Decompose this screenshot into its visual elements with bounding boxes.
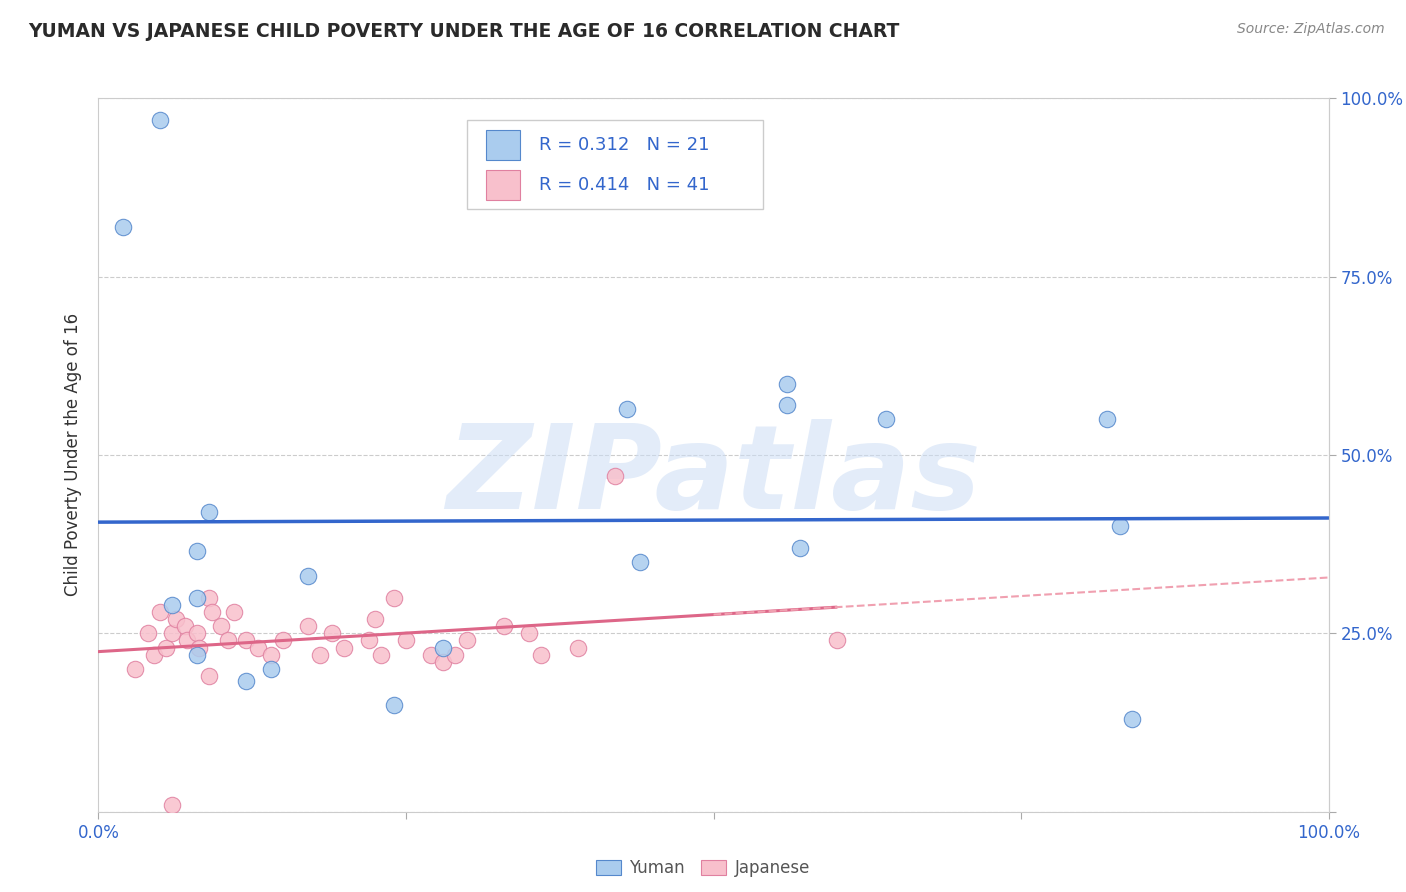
Point: [162, 626, 183, 640]
Point: [605, 469, 627, 483]
Text: Source: ZipAtlas.com: Source: ZipAtlas.com: [1237, 22, 1385, 37]
FancyBboxPatch shape: [486, 129, 520, 160]
Point: [222, 605, 245, 619]
Point: [136, 626, 159, 640]
Point: [1108, 519, 1130, 533]
Point: [162, 598, 183, 612]
Point: [1121, 712, 1143, 726]
Point: [235, 633, 257, 648]
Text: YUMAN VS JAPANESE CHILD POVERTY UNDER THE AGE OF 16 CORRELATION CHART: YUMAN VS JAPANESE CHILD POVERTY UNDER TH…: [28, 22, 900, 41]
Point: [825, 633, 848, 648]
Point: [149, 112, 172, 127]
Point: [186, 544, 208, 558]
Point: [176, 633, 198, 648]
Point: [142, 648, 165, 662]
Point: [567, 640, 589, 655]
FancyBboxPatch shape: [486, 169, 520, 200]
Point: [395, 633, 418, 648]
Point: [1097, 412, 1119, 426]
Point: [382, 698, 405, 712]
Text: ZIPatlas: ZIPatlas: [446, 419, 981, 533]
Point: [149, 605, 172, 619]
Point: [188, 640, 211, 655]
Point: [789, 541, 811, 555]
Point: [321, 626, 343, 640]
Point: [124, 662, 146, 676]
Point: [162, 797, 183, 812]
Point: [776, 376, 799, 391]
Point: [198, 591, 221, 605]
Point: [419, 648, 441, 662]
Point: [432, 640, 454, 655]
Text: R = 0.312   N = 21: R = 0.312 N = 21: [538, 136, 710, 153]
Point: [456, 633, 478, 648]
Point: [364, 612, 387, 626]
Point: [333, 640, 356, 655]
Y-axis label: Child Poverty Under the Age of 16: Child Poverty Under the Age of 16: [65, 313, 83, 597]
Point: [211, 619, 233, 633]
Point: [198, 505, 221, 519]
Point: [186, 648, 208, 662]
Point: [616, 401, 638, 416]
Legend: Yuman, Japanese: Yuman, Japanese: [589, 853, 817, 884]
FancyBboxPatch shape: [467, 120, 763, 209]
Point: [494, 619, 516, 633]
Point: [517, 626, 540, 640]
Point: [309, 648, 332, 662]
Point: [260, 662, 283, 676]
Point: [530, 648, 553, 662]
Point: [776, 398, 799, 412]
Point: [186, 591, 208, 605]
Point: [271, 633, 294, 648]
Point: [260, 648, 283, 662]
Point: [382, 591, 405, 605]
Point: [297, 619, 319, 633]
Point: [217, 633, 239, 648]
Point: [370, 648, 392, 662]
Point: [173, 619, 195, 633]
Point: [875, 412, 897, 426]
Point: [432, 655, 454, 669]
Point: [444, 648, 467, 662]
Point: [201, 605, 224, 619]
Point: [186, 626, 208, 640]
Point: [359, 633, 381, 648]
Point: [235, 674, 257, 689]
Point: [155, 640, 177, 655]
Point: [247, 640, 270, 655]
Point: [165, 612, 187, 626]
Point: [198, 669, 221, 683]
Point: [628, 555, 651, 569]
Text: R = 0.414   N = 41: R = 0.414 N = 41: [538, 176, 710, 194]
Point: [112, 219, 135, 234]
Point: [297, 569, 319, 583]
